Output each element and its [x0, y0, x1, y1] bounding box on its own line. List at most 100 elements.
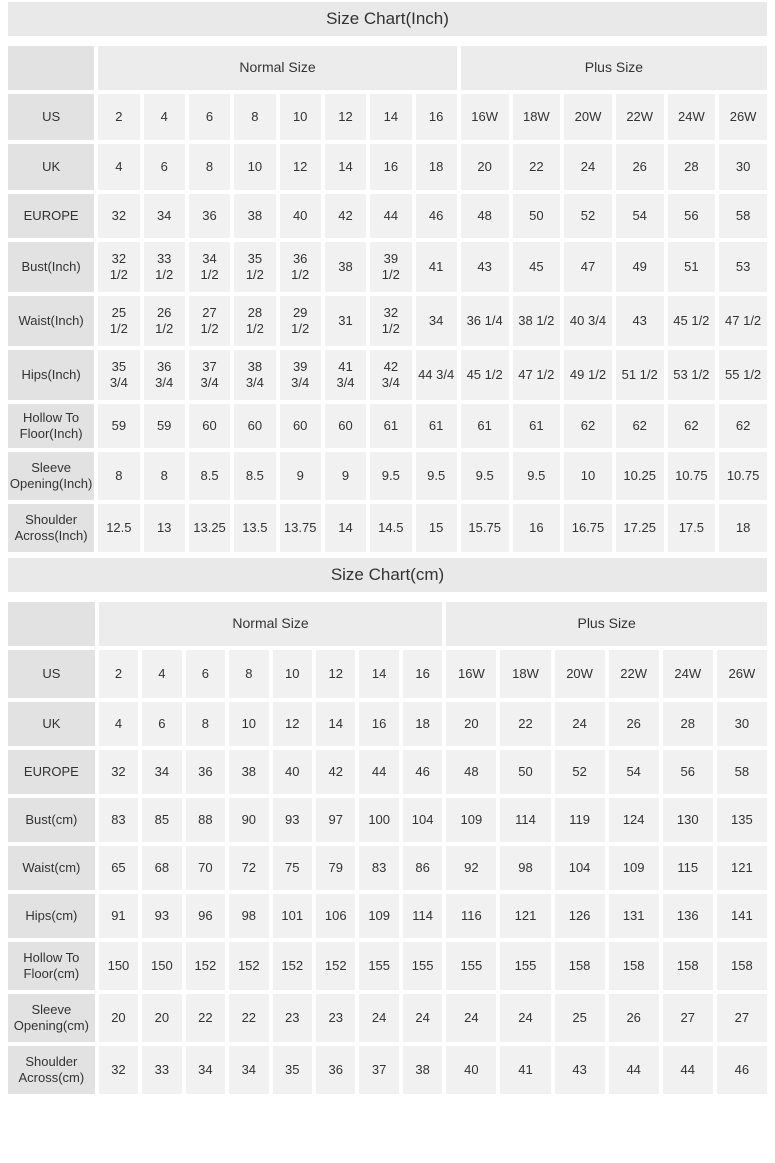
size-cell: 98 [500, 846, 551, 890]
size-cell: 18 [719, 504, 767, 552]
size-cell: 48 [446, 750, 497, 794]
size-cell: 34 [142, 750, 182, 794]
size-cell: 27 1/2 [188, 296, 231, 346]
size-cell: 59 [143, 404, 185, 448]
size-cell: 9 [324, 452, 367, 500]
size-cell: 24 [446, 994, 497, 1042]
size-cell: 13.25 [188, 504, 231, 552]
table-row: UK 4 6 8 10 12 14 16 18 20 22 24 26 28 30 [8, 702, 767, 746]
size-cell: 26 [608, 994, 659, 1042]
size-cell: 43 [615, 296, 664, 346]
size-cell: 40 3/4 [564, 296, 612, 346]
size-cell: 49 1/2 [564, 350, 612, 400]
size-cell: 13 [143, 504, 185, 552]
size-cell: 15.75 [460, 504, 509, 552]
size-cell: 109 [446, 798, 497, 842]
row-label: Sleeve Opening(cm) [8, 994, 95, 1042]
size-cell: 100 [359, 798, 399, 842]
size-cell: 36 3/4 [143, 350, 185, 400]
size-cell: 62 [615, 404, 664, 448]
size-cell: 44 [662, 1046, 713, 1094]
size-cell: 41 3/4 [324, 350, 367, 400]
size-cell: 126 [554, 894, 605, 938]
row-label: Waist(Inch) [8, 296, 95, 346]
size-cell: 9.5 [460, 452, 509, 500]
size-cell: 20W [554, 650, 605, 698]
size-cell: 52 [554, 750, 605, 794]
group-header-row: Normal Size Plus Size [8, 602, 767, 646]
size-cell: 38 [229, 750, 269, 794]
table-row: Hips(Inch) 35 3/4 36 3/4 37 3/4 38 3/4 39 3/4… [8, 350, 767, 400]
row-label: Hips(Inch) [8, 350, 95, 400]
size-cell: 152 [315, 942, 356, 990]
size-cell: 109 [608, 846, 659, 890]
size-cell: 37 3/4 [188, 350, 231, 400]
size-cell: 12 [324, 94, 367, 140]
table-row: EUROPE 32 34 36 38 40 42 44 46 48 50 52 54 56 58 [8, 750, 767, 794]
size-cell: 56 [662, 750, 713, 794]
size-cell: 18 [402, 702, 443, 746]
size-cell: 46 [415, 194, 457, 238]
size-cell: 90 [229, 798, 269, 842]
size-cell: 93 [272, 798, 312, 842]
table-row: US 2 4 6 8 10 12 14 16 16W 18W 20W 22W 24W 26W [8, 650, 767, 698]
size-cell: 33 [142, 1046, 182, 1094]
corner-cell [8, 46, 95, 90]
size-cell: 10.75 [719, 452, 767, 500]
size-cell: 34 [143, 194, 185, 238]
size-cell: 61 [512, 404, 561, 448]
table-row: Waist(Inch) 25 1/2 26 1/2 27 1/2 28 1/2 29 1/… [8, 296, 767, 346]
size-cell: 12.5 [98, 504, 140, 552]
size-cell: 158 [662, 942, 713, 990]
size-cell: 15 [415, 504, 457, 552]
size-cell: 24 [359, 994, 399, 1042]
size-cell: 62 [667, 404, 716, 448]
size-cell: 152 [185, 942, 226, 990]
size-cell: 58 [719, 194, 767, 238]
size-cell: 20 [460, 144, 509, 190]
size-cell: 104 [554, 846, 605, 890]
size-cell: 14 [324, 144, 367, 190]
size-cell: 50 [500, 750, 551, 794]
size-cell: 13.5 [234, 504, 276, 552]
size-cell: 32 [98, 1046, 139, 1094]
table-row: EUROPE 32 34 36 38 40 42 44 46 48 50 52 54 56 58 [8, 194, 767, 238]
size-cell: 24 [402, 994, 443, 1042]
size-cell: 9.5 [370, 452, 412, 500]
size-cell: 35 [272, 1046, 312, 1094]
table-row: Shoulder Across(Inch) 12.5 13 13.25 13.5 13.7… [8, 504, 767, 552]
size-cell: 60 [188, 404, 231, 448]
size-cell: 85 [142, 798, 182, 842]
size-cell: 44 3/4 [415, 350, 457, 400]
size-cell: 22W [608, 650, 659, 698]
size-cell: 72 [229, 846, 269, 890]
size-cell: 158 [554, 942, 605, 990]
size-cell: 20 [446, 702, 497, 746]
size-cell: 45 [512, 242, 561, 292]
size-chart-inch-section: Size Chart(Inch) Normal Size Plus Size U… [8, 2, 767, 556]
size-cell: 26 [615, 144, 664, 190]
table-row: Shoulder Across(cm) 32 33 34 34 35 36 37 38 40 41 4… [8, 1046, 767, 1094]
size-cell: 36 1/4 [460, 296, 509, 346]
size-cell: 36 [188, 194, 231, 238]
row-label: Waist(cm) [8, 846, 95, 890]
size-cell: 35 3/4 [98, 350, 140, 400]
size-cell: 62 [564, 404, 612, 448]
size-cell: 8.5 [234, 452, 276, 500]
size-cell: 10 [234, 144, 276, 190]
size-cell: 40 [272, 750, 312, 794]
size-cell: 8 [188, 144, 231, 190]
size-cell: 61 [415, 404, 457, 448]
size-cell: 26W [716, 650, 767, 698]
size-cell: 42 [324, 194, 367, 238]
size-cell: 54 [615, 194, 664, 238]
size-cell: 83 [98, 798, 139, 842]
size-cell: 18 [415, 144, 457, 190]
size-cell: 114 [500, 798, 551, 842]
size-cell: 32 1/2 [98, 242, 140, 292]
size-cell: 16W [446, 650, 497, 698]
size-chart-cm-title: Size Chart(cm) [8, 558, 767, 592]
size-cell: 41 [415, 242, 457, 292]
size-cell: 12 [315, 650, 356, 698]
row-label: EUROPE [8, 750, 95, 794]
